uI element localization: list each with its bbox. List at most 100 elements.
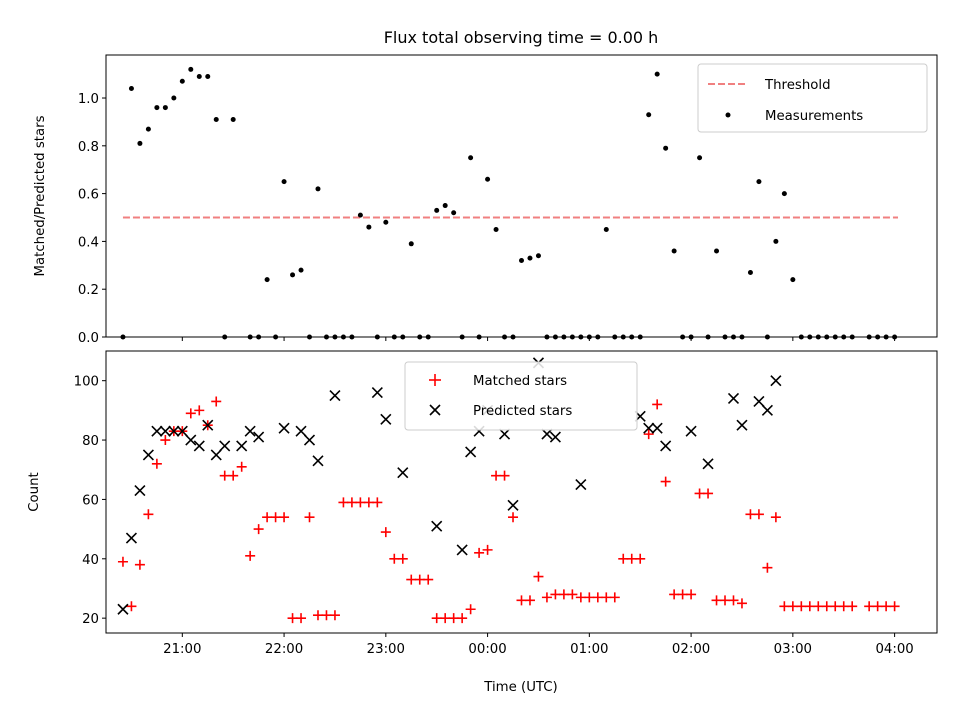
measurement-point <box>519 258 524 264</box>
matched-star-point <box>296 613 307 624</box>
bottom-x-tick-label: 04:00 <box>875 642 913 657</box>
matched-star-point <box>796 601 807 612</box>
matched-star-point <box>448 613 459 624</box>
predicted-star-point <box>541 428 553 440</box>
bottom-x-tick-label: 22:00 <box>265 642 303 657</box>
predicted-star-point <box>142 449 154 461</box>
matched-star-point <box>338 497 349 508</box>
matched-star-point <box>830 601 841 612</box>
matched-star-point <box>516 595 527 606</box>
matched-star-point <box>813 601 824 612</box>
predicted-star-point <box>202 419 214 431</box>
matched-star-point <box>457 613 468 624</box>
measurement-point <box>493 226 499 232</box>
matched-star-point <box>635 553 646 564</box>
predicted-star-point <box>168 425 180 437</box>
predicted-star-point <box>397 467 409 479</box>
predicted-star-point <box>660 440 672 452</box>
predicted-star-point <box>253 431 265 443</box>
predicted-star-point <box>176 425 188 437</box>
matched-star-point <box>821 601 832 612</box>
measurement-point <box>603 226 609 232</box>
predicted-star-point <box>727 392 740 405</box>
matched-star-point <box>838 601 849 612</box>
matched-star-point <box>346 497 357 508</box>
predicted-star-point <box>702 458 714 470</box>
measurement-point <box>205 74 211 80</box>
matched-star-point <box>194 405 205 416</box>
matched-star-point <box>270 512 281 523</box>
matched-star-point <box>423 574 434 585</box>
matched-star-point <box>279 512 290 523</box>
bottom-y-tick-label: 40 <box>82 553 99 568</box>
bottom-axes-frame <box>105 350 938 634</box>
matched-star-point <box>143 509 154 520</box>
predicted-star-point <box>431 520 443 532</box>
top-y-axis-label: Matched/Predicted stars <box>33 115 48 276</box>
legend-threshold-label: Threshold <box>764 78 831 93</box>
bottom-legend-box <box>404 361 638 431</box>
measurement-point <box>714 248 720 254</box>
top-panel: Flux total observing time = 0.00 h 0.00.… <box>33 28 938 346</box>
matched-star-point <box>609 592 620 603</box>
top-y-tick-label: 0.0 <box>78 331 99 346</box>
matched-star-point <box>524 595 535 606</box>
bottom-y-tick-label: 100 <box>74 375 99 390</box>
predicted-star-point <box>549 431 561 443</box>
top-x-ticks <box>181 337 896 341</box>
bottom-plot-area <box>117 357 900 624</box>
measurement-point <box>357 212 363 218</box>
predicted-star-point <box>125 532 138 544</box>
legend-matched-label: Matched stars <box>473 374 567 389</box>
measurement-point <box>527 255 533 261</box>
predicted-star-point <box>210 449 222 461</box>
matched-star-point <box>431 613 442 624</box>
bottom-x-tick-label: 01:00 <box>570 642 608 657</box>
bottom-y-axis-label: Count <box>27 472 42 512</box>
predicted-star-point <box>185 434 197 446</box>
measurement-point <box>535 253 541 259</box>
legend-predicted-swatch <box>429 404 441 416</box>
measurement-point <box>145 126 151 132</box>
matched-star-point <box>491 470 502 481</box>
predicted-star-point <box>117 603 129 615</box>
matched-star-point <box>508 512 519 523</box>
matched-star-point <box>736 598 747 609</box>
predicted-star-point <box>151 425 163 437</box>
predicted-star-point <box>761 404 773 416</box>
matched-star-point <box>482 544 493 555</box>
bottom-y-tick-label: 80 <box>82 434 99 449</box>
top-y-tick-label: 0.8 <box>78 140 99 155</box>
matched-star-point <box>185 408 196 419</box>
matched-star-point <box>440 613 451 624</box>
matched-star-point <box>762 562 773 573</box>
measurement-point <box>408 241 414 247</box>
matched-star-point <box>584 592 595 603</box>
matched-star-point <box>372 497 383 508</box>
matched-star-point <box>312 610 323 621</box>
matched-star-point <box>711 595 722 606</box>
matched-star-point <box>872 601 883 612</box>
matched-star-point <box>592 592 603 603</box>
matched-star-point <box>474 547 485 558</box>
bottom-x-ticks: 21:00 22:00 23:00 00:00 01:00 02:00 03:00 04:00 <box>163 633 914 657</box>
top-y-tick-label: 0.4 <box>78 235 99 250</box>
legend-predicted-label: Predicted stars <box>473 404 572 419</box>
matched-star-point <box>669 589 680 600</box>
matched-star-point <box>601 592 612 603</box>
matched-star-point <box>380 527 391 538</box>
matched-star-point <box>236 461 247 472</box>
matched-star-point <box>253 524 264 535</box>
matched-star-point <box>228 470 239 481</box>
matched-star-point <box>745 509 756 520</box>
matched-star-point <box>694 488 705 499</box>
measurement-point <box>213 117 219 123</box>
bottom-panel: 20 40 60 80 100 21:00 22:00 23:00 00:00 01:00 02:… <box>27 350 938 695</box>
measurement-point <box>434 207 440 213</box>
measurement-point <box>773 238 779 244</box>
measurement-point <box>485 176 491 182</box>
bottom-y-tick-label: 60 <box>82 493 99 508</box>
matched-star-point <box>618 553 629 564</box>
predicted-star-point <box>507 499 519 511</box>
matched-star-point <box>728 595 739 606</box>
